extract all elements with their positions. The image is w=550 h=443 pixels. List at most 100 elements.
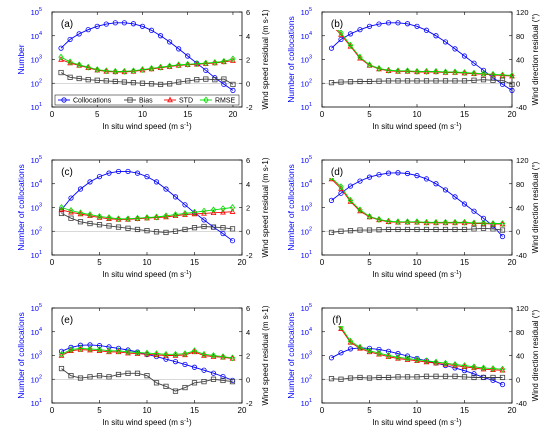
data-point-rmse xyxy=(191,347,198,355)
y-right-tick-label: 0 xyxy=(246,79,250,88)
data-point-rmse xyxy=(357,53,363,61)
y-right-tick-label: 6 xyxy=(246,8,250,17)
data-point-rmse xyxy=(442,218,449,226)
data-point-bias xyxy=(191,225,198,231)
data-point-bias xyxy=(414,226,420,233)
data-point-rmse xyxy=(461,69,468,77)
data-point-bias xyxy=(433,78,439,84)
y-right-tick-label: 2 xyxy=(246,204,250,213)
data-point-rmse xyxy=(115,215,122,223)
data-point-collocations xyxy=(201,367,207,373)
data-point-collocations xyxy=(203,67,209,73)
x-tick-label: 0 xyxy=(320,110,325,119)
y-right-tick-label: 80 xyxy=(516,180,524,189)
data-point-collocations xyxy=(121,20,127,26)
data-point-rmse xyxy=(210,352,217,359)
data-point-bias xyxy=(385,374,392,381)
data-point-rmse xyxy=(220,205,226,213)
y-right-tick-label: 4 xyxy=(246,32,250,41)
data-point-bias xyxy=(366,78,373,85)
y-right-tick-label: -40 xyxy=(516,399,527,408)
x-tick-label: 5 xyxy=(97,406,102,415)
data-point-rmse xyxy=(130,67,137,75)
data-point-bias xyxy=(452,373,458,379)
x-axis-label: In situ wind speed (m s-1) xyxy=(102,418,192,427)
data-point-bias xyxy=(121,79,127,85)
data-point-rmse xyxy=(68,346,74,354)
x-tick-label: 0 xyxy=(50,258,55,267)
y-right-tick-label: 2 xyxy=(246,352,250,361)
data-point-rmse xyxy=(442,359,449,367)
data-point-collocations xyxy=(366,23,373,29)
data-point-collocations xyxy=(376,21,382,27)
data-point-rmse xyxy=(499,365,506,373)
data-point-collocations xyxy=(163,186,169,192)
data-point-collocations xyxy=(182,361,188,368)
data-point-bias xyxy=(210,376,217,382)
series-line-std xyxy=(331,316,503,371)
data-point-bias xyxy=(452,226,458,233)
y-left-tick-label: 105 xyxy=(301,155,312,165)
data-point-rmse xyxy=(163,212,169,220)
data-point-rmse xyxy=(499,220,506,227)
data-point-rmse xyxy=(366,61,373,69)
data-point-collocations xyxy=(404,21,411,27)
data-point-rmse xyxy=(433,218,439,226)
x-tick-label: 5 xyxy=(367,406,372,415)
data-point-bias xyxy=(357,227,363,233)
y-right-tick-label: -40 xyxy=(516,103,527,112)
y-right-axis-label: Wind direction residual (°) xyxy=(531,161,540,253)
data-point-bias xyxy=(414,374,420,380)
data-point-collocations xyxy=(433,181,439,187)
x-axis-label-close: ) xyxy=(189,270,192,279)
data-point-collocations xyxy=(338,190,344,196)
data-point-rmse xyxy=(499,71,506,79)
data-point-bias xyxy=(347,228,354,234)
data-point-bias xyxy=(77,219,84,225)
x-tick-label: 10 xyxy=(413,406,422,415)
data-point-bias xyxy=(103,78,109,84)
data-point-rmse xyxy=(185,60,191,68)
data-point-bias xyxy=(433,226,439,233)
y-left-tick-exponent: 5 xyxy=(309,155,312,161)
data-point-bias xyxy=(220,377,226,384)
data-point-collocations xyxy=(153,179,160,185)
data-point-bias xyxy=(182,384,188,391)
data-point-collocations xyxy=(404,170,411,177)
panel-label: (b) xyxy=(331,19,343,30)
data-point-rmse xyxy=(163,350,169,358)
x-axis-label: In situ wind speed (m s-1) xyxy=(102,270,192,279)
x-tick-label: 0 xyxy=(50,110,55,119)
x-tick-label: 10 xyxy=(413,110,422,119)
data-point-bias xyxy=(153,380,160,386)
data-point-rmse xyxy=(67,58,73,66)
data-point-collocations xyxy=(157,33,164,39)
data-point-bias xyxy=(144,228,150,234)
y-left-tick-label: 103 xyxy=(301,351,312,361)
data-point-std xyxy=(229,208,236,214)
y-left-axis-label: Number of collocations xyxy=(16,164,26,250)
data-point-rmse xyxy=(423,67,430,75)
data-point-collocations xyxy=(148,27,155,33)
y-left-tick-label: 104 xyxy=(301,179,312,189)
data-point-rmse xyxy=(357,343,363,351)
data-point-bias xyxy=(134,226,141,233)
legend: Collocations Bias STD RMSE xyxy=(54,94,240,106)
y-left-tick-exponent: 2 xyxy=(39,374,42,380)
x-axis-label-sup: -1 xyxy=(454,418,459,424)
data-point-rmse xyxy=(229,354,236,362)
x-tick-label: 20 xyxy=(228,110,237,119)
data-point-bias xyxy=(163,229,169,236)
data-point-rmse xyxy=(68,207,74,214)
data-point-rmse xyxy=(182,350,188,358)
data-point-collocations xyxy=(499,233,506,240)
data-point-rmse xyxy=(230,55,236,63)
data-point-rmse xyxy=(490,220,496,227)
y-left-tick-label: 104 xyxy=(31,179,42,189)
y-left-tick-exponent: 4 xyxy=(39,179,42,185)
data-point-bias xyxy=(376,78,382,84)
data-point-rmse xyxy=(338,29,344,37)
data-point-bias xyxy=(134,370,141,376)
data-point-bias xyxy=(229,379,236,385)
